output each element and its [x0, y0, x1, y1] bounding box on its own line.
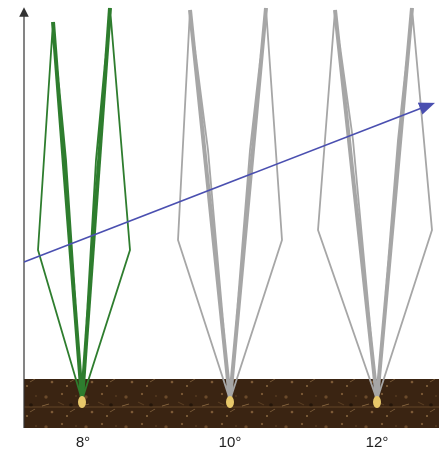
leaf-outline — [376, 7, 433, 401]
plant-10-degrees: 10° — [177, 7, 283, 451]
leaf-midrib — [228, 7, 268, 401]
plant-12-degrees: 12° — [317, 7, 433, 451]
seed — [226, 396, 234, 408]
trend-arrow — [23, 102, 435, 263]
angle-label-12: 12° — [366, 434, 389, 451]
seed — [373, 396, 381, 408]
leaf-outline — [37, 21, 83, 401]
leaf-outline — [229, 7, 283, 401]
leaf-outline — [177, 9, 231, 401]
angle-label-10: 10° — [219, 434, 242, 451]
leaf-outline — [317, 9, 378, 401]
leaf-midrib — [375, 7, 414, 401]
leaf-midrib — [188, 9, 232, 401]
angle-label-8: 8° — [76, 434, 90, 451]
leaf-midrib — [333, 9, 379, 401]
leaf-midrib — [80, 7, 112, 401]
leaf-outline — [81, 7, 131, 401]
leaf-midrib — [51, 21, 84, 401]
seed — [78, 396, 86, 408]
plant-8-degrees: 8° — [37, 7, 131, 451]
